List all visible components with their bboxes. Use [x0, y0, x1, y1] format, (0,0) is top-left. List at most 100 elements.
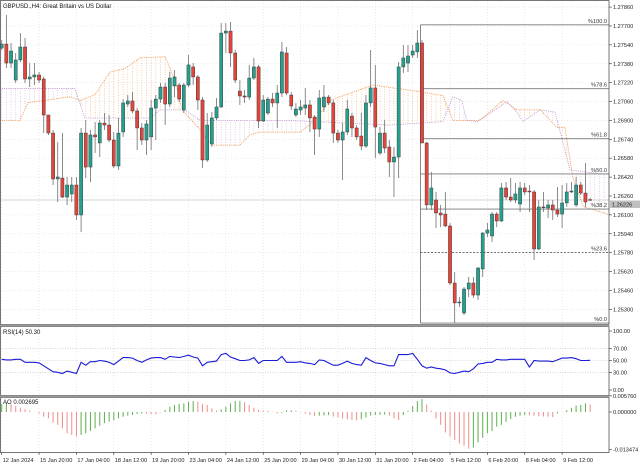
- price-tick-label: 1.25460: [613, 288, 633, 294]
- bullish-candle: [224, 30, 228, 34]
- bearish-candle: [527, 190, 532, 193]
- bullish-candle: [280, 51, 284, 94]
- bullish-candle: [88, 134, 93, 168]
- bullish-candle: [298, 106, 303, 111]
- bearish-candle: [256, 66, 261, 122]
- bearish-candle: [336, 132, 340, 141]
- bullish-candle: [182, 84, 186, 111]
- bearish-candle: [588, 199, 592, 201]
- bullish-candle: [69, 184, 74, 195]
- bullish-candle: [476, 267, 480, 296]
- price-tick-label: 1.26580: [613, 156, 633, 162]
- time-tick-label: 31 Jan 20:00: [376, 458, 408, 464]
- fib-level-label: %23.6: [591, 247, 607, 253]
- bullish-candle: [219, 32, 223, 108]
- fib-level-label: %0.0: [594, 317, 607, 323]
- bearish-candle: [373, 87, 378, 128]
- bullish-candle: [125, 100, 130, 105]
- time-tick-label: 5 Feb 12:00: [451, 458, 481, 464]
- bullish-candle: [154, 98, 158, 109]
- bullish-candle: [457, 301, 462, 304]
- bullish-candle: [27, 76, 32, 80]
- time-tick-label: 24 Jan 12:00: [227, 458, 259, 464]
- price-tick-label: 1.25300: [613, 307, 633, 313]
- time-tick-label: 23 Jan 04:00: [190, 458, 222, 464]
- price-tick-label: 1.25780: [613, 251, 633, 257]
- bullish-candle: [65, 184, 69, 198]
- bearish-candle: [312, 116, 317, 130]
- time-tick-label: 30 Jan 12:00: [339, 458, 371, 464]
- price-tick-label: 1.26900: [613, 118, 633, 124]
- time-tick-label: 29 Jan 04:00: [302, 458, 334, 464]
- bearish-candle: [60, 177, 65, 198]
- fib-level-label: %78.6: [591, 83, 607, 89]
- bearish-candle: [387, 146, 392, 163]
- bullish-candle: [415, 42, 420, 53]
- price-tick-label: 1.27060: [613, 100, 633, 106]
- bullish-candle: [13, 59, 18, 81]
- bullish-candle: [499, 187, 504, 222]
- time-tick-label: 18 Jan 12:00: [115, 458, 147, 464]
- price-tick-label: 1.27700: [613, 24, 633, 30]
- price-tick-label: 1.27860: [613, 5, 633, 11]
- bearish-candle: [233, 52, 238, 81]
- bearish-candle: [350, 115, 354, 129]
- bearish-candle: [308, 104, 312, 119]
- bearish-candle: [434, 199, 438, 214]
- senkou-span-b-line: [1, 88, 611, 176]
- bullish-candle: [121, 102, 125, 133]
- ao-tick-label: 0.000000: [613, 410, 636, 416]
- bullish-candle: [210, 117, 214, 145]
- bullish-candle: [401, 57, 406, 68]
- bearish-candle: [550, 204, 555, 211]
- fibonacci-retracement[interactable]: %100.0 %78.6 %61.8 %50.0 %38.2 %23.6 %0.0: [420, 19, 610, 324]
- bearish-candle: [200, 99, 205, 161]
- bearish-candle: [270, 98, 275, 104]
- bearish-candle: [23, 46, 27, 80]
- bullish-candle: [560, 202, 564, 215]
- fib-level-label: %50.0: [591, 168, 607, 174]
- bearish-candle: [438, 212, 443, 216]
- rsi-line: [1, 352, 591, 375]
- bullish-candle: [546, 204, 550, 209]
- price-tick-label: 1.26260: [613, 194, 633, 200]
- rsi-tick-label: 100.00: [613, 329, 630, 335]
- bullish-candle: [247, 77, 252, 98]
- panel-separator: [0, 324, 609, 327]
- ao-tick-label: 0.005760: [613, 394, 636, 400]
- bullish-candle: [569, 190, 574, 193]
- bullish-candle: [574, 184, 578, 206]
- bearish-candle: [130, 100, 135, 112]
- bearish-candle: [135, 110, 139, 129]
- bearish-candle: [359, 135, 364, 147]
- bullish-candle: [485, 229, 490, 234]
- bullish-candle: [480, 232, 485, 270]
- bullish-candle: [275, 92, 280, 104]
- bearish-candle: [93, 134, 97, 138]
- bullish-candle: [116, 132, 121, 167]
- bearish-candle: [238, 90, 242, 97]
- price-tick-label: 1.27540: [613, 43, 633, 49]
- bullish-candle: [429, 187, 434, 206]
- bearish-candle: [107, 124, 111, 141]
- bearish-candle: [471, 282, 476, 296]
- bearish-candle: [41, 78, 46, 116]
- time-tick-label: 6 Feb 20:00: [488, 458, 518, 464]
- bullish-candle: [79, 132, 83, 216]
- bullish-candle: [149, 107, 153, 138]
- time-tick-label: 12 Jan 2024: [3, 458, 34, 464]
- bearish-candle: [522, 187, 527, 193]
- bullish-candle: [378, 132, 382, 154]
- bearish-candle: [289, 94, 294, 107]
- price-tick-label: 1.27220: [613, 81, 633, 87]
- bearish-candle: [37, 74, 41, 81]
- rsi-title: RSI(14) 50.30: [3, 330, 41, 336]
- bearish-candle: [46, 114, 51, 134]
- bullish-candle: [322, 96, 326, 108]
- price-tick-label: 1.27380: [613, 62, 633, 68]
- bullish-candle: [462, 288, 466, 314]
- bullish-candle: [266, 98, 270, 114]
- price-tick-label: 1.26420: [613, 175, 633, 181]
- panel-separator: [0, 395, 609, 398]
